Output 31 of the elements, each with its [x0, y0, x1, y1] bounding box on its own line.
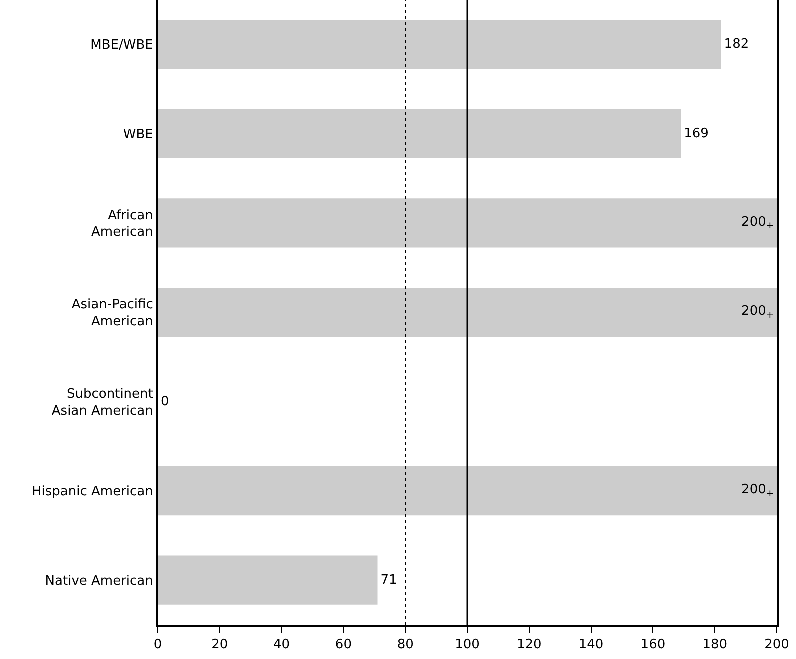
data-label: 71 — [380, 572, 398, 588]
y-tick-label: Subcontinent Asian American — [52, 386, 154, 419]
y-tick-label: MBE/WBE — [90, 38, 154, 54]
x-tick-label: 180 — [702, 638, 728, 653]
x-tick-label: 60 — [335, 638, 352, 653]
bar — [158, 556, 378, 605]
data-label: 200$_{+}$ — [742, 214, 774, 232]
data-label: 182 — [724, 37, 750, 52]
data-label: 0 — [161, 394, 170, 410]
data-label: 200$_{+}$ — [742, 304, 774, 321]
bar — [158, 288, 777, 338]
bar — [158, 20, 722, 70]
y-tick-label: Asian-Pacific American — [72, 298, 154, 330]
y-tick-label: African American — [92, 208, 154, 240]
x-tick-label: 200 — [764, 638, 790, 653]
x-tick-label: 120 — [516, 638, 542, 653]
x-tick-label: 20 — [212, 638, 228, 653]
x-tick-label: 40 — [274, 638, 290, 653]
y-tick-label: WBE — [123, 127, 154, 142]
y-tick-label: Native American — [45, 574, 154, 589]
bar — [158, 109, 682, 158]
y-tick-label: Hispanic American — [32, 484, 154, 500]
bar — [158, 198, 777, 248]
bar — [158, 466, 777, 516]
x-tick-label: 140 — [578, 638, 604, 653]
x-tick-label: 0 — [154, 638, 162, 653]
data-label: 169 — [684, 126, 709, 142]
x-tick-label: 100 — [455, 638, 480, 653]
x-tick-label: 80 — [397, 638, 414, 653]
data-label: 200$_{+}$ — [742, 482, 774, 500]
x-tick-label: 160 — [640, 638, 666, 653]
